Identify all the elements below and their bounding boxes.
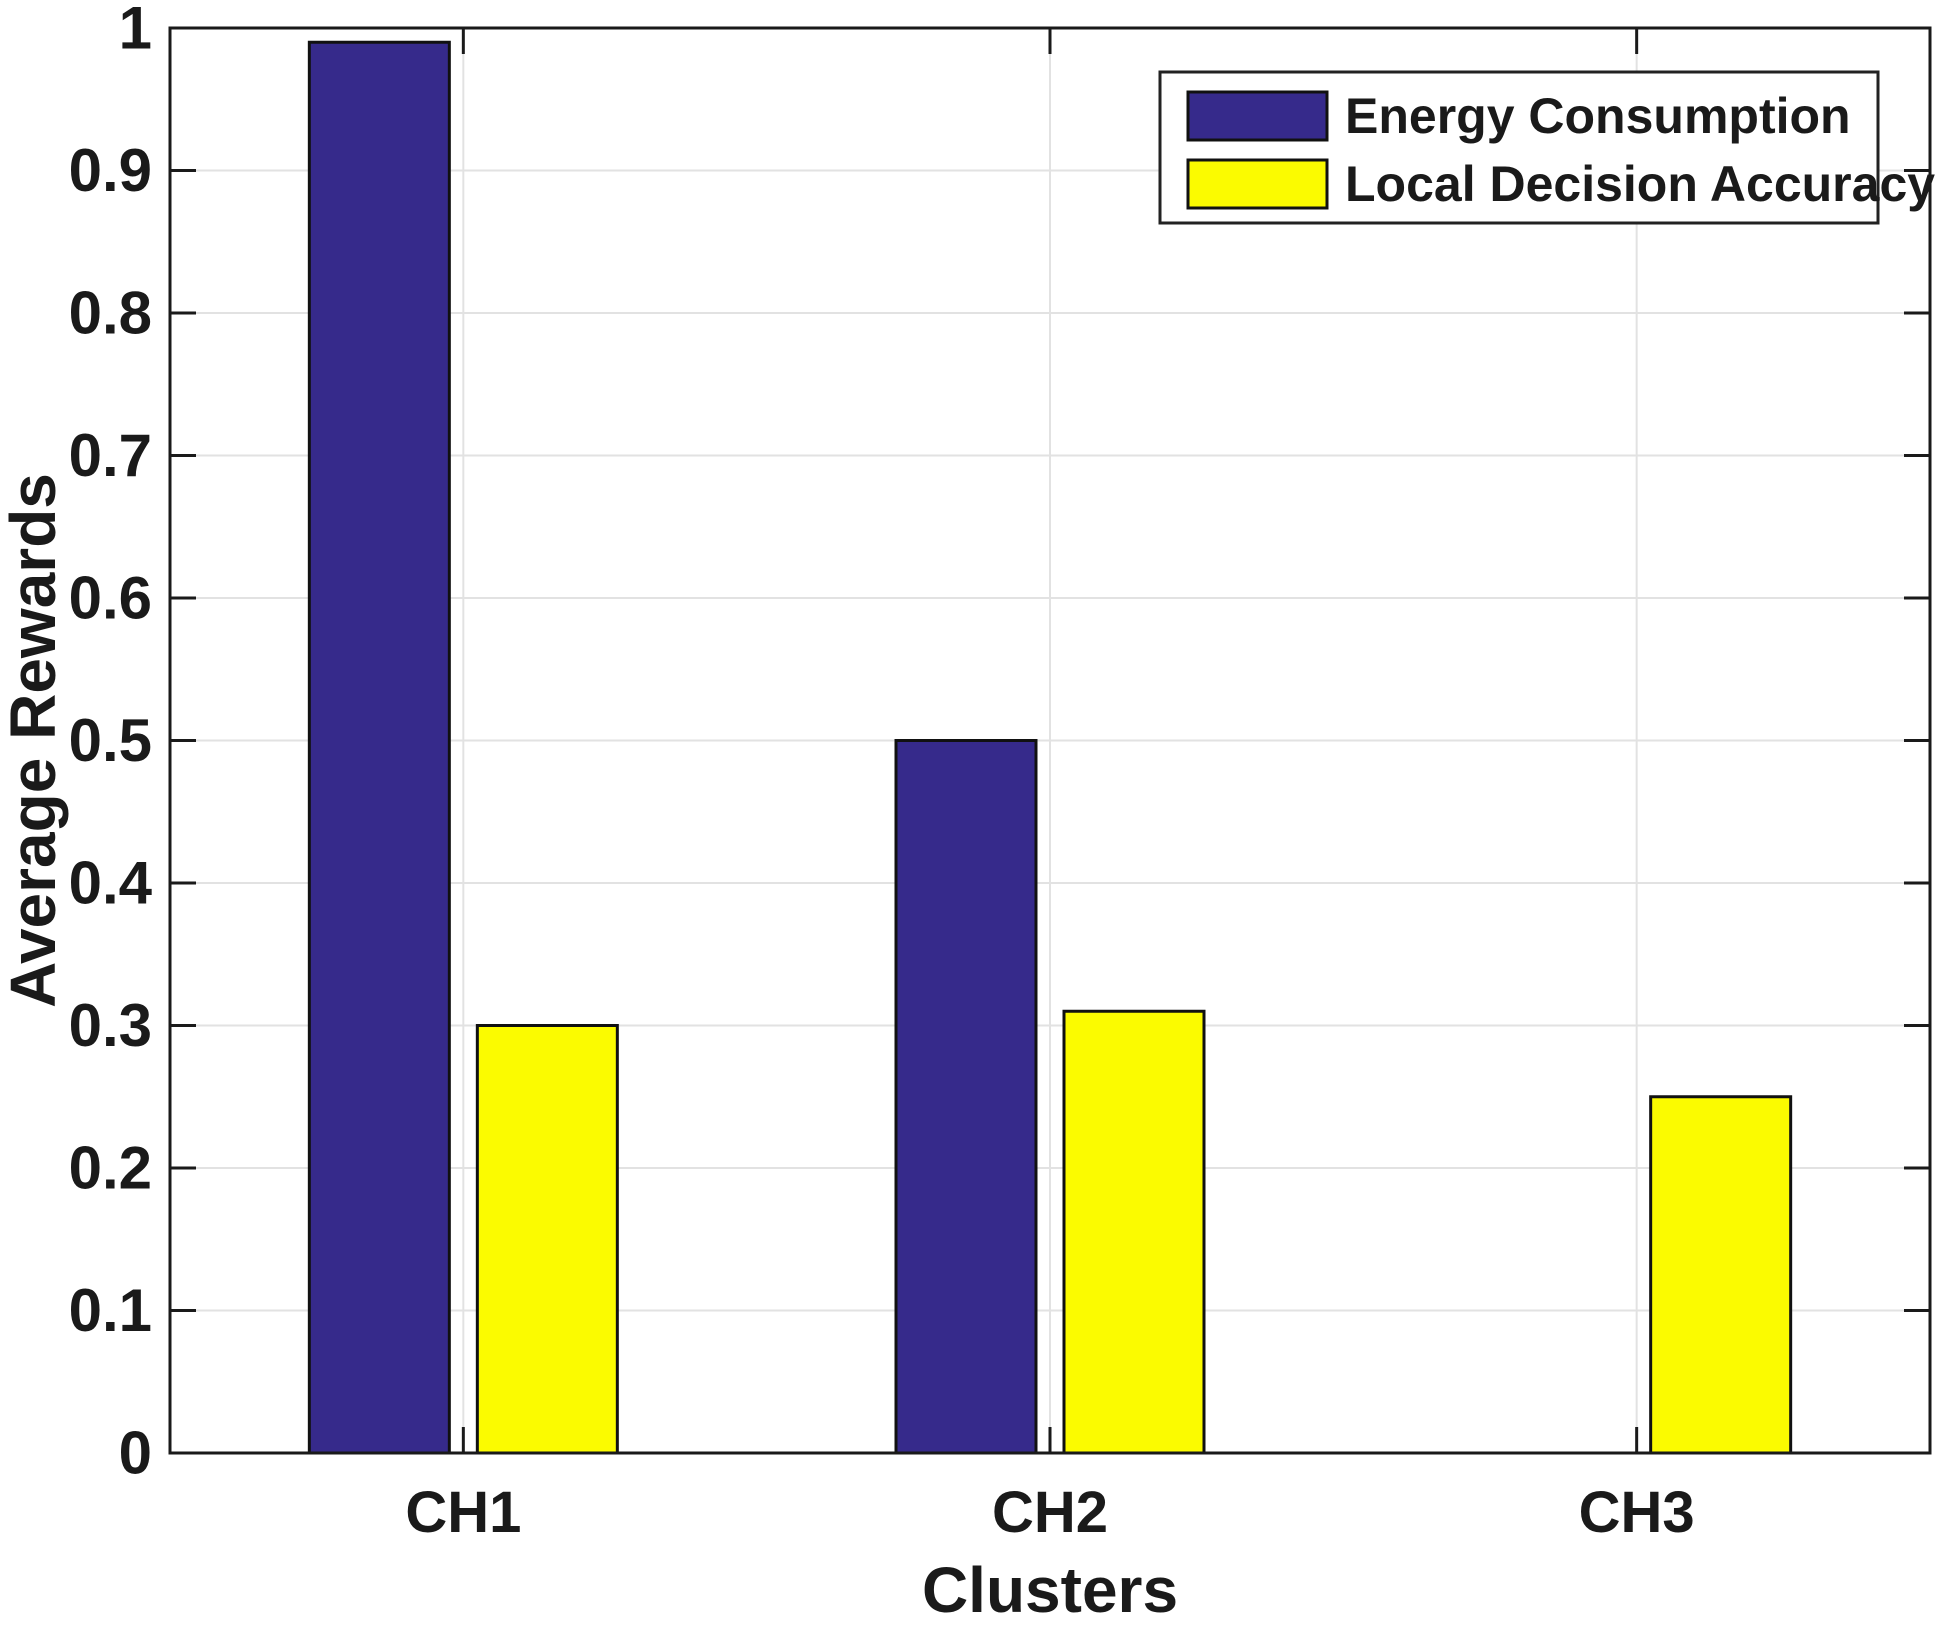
bar-ch1-series1 [475,1024,619,1455]
y-tick-label: 0.5 [69,707,152,774]
y-tick-label: 0.3 [69,992,152,1059]
y-tick-label: 1 [119,0,152,62]
y-tick-label: 0.9 [69,137,152,204]
legend: Energy Consumption Local Decision Accurac… [1158,70,1935,225]
y-axis-title: Average Rewards [0,473,69,1008]
y-tick-label: 0 [119,1420,152,1487]
y-tick-label: 0.1 [69,1277,152,1344]
x-axis-title: Clusters [922,1554,1178,1626]
legend-label-series0: Energy Consumption [1345,88,1851,144]
legend-label-series1: Local Decision Accuracy [1345,156,1935,212]
y-tick-label: 0.7 [69,422,152,489]
y-tick-label: 0.4 [69,850,153,917]
bar-ch1-series0 [307,40,451,1455]
x-tick-label: CH2 [992,1480,1108,1545]
bar-ch2-series0 [894,739,1038,1455]
legend-swatch-series0 [1186,90,1329,142]
x-tick-label: CH1 [405,1480,521,1545]
y-tick-label: 0.6 [69,565,152,632]
x-tick-label: CH3 [1579,1480,1695,1545]
plot-box [168,26,1932,1455]
bar-ch3-series1 [1649,1095,1793,1455]
y-tick-label: 0.2 [69,1135,152,1202]
y-tick-label: 0.8 [69,280,152,347]
bar-ch2-series1 [1062,1009,1206,1455]
legend-swatch-series1 [1186,158,1329,210]
